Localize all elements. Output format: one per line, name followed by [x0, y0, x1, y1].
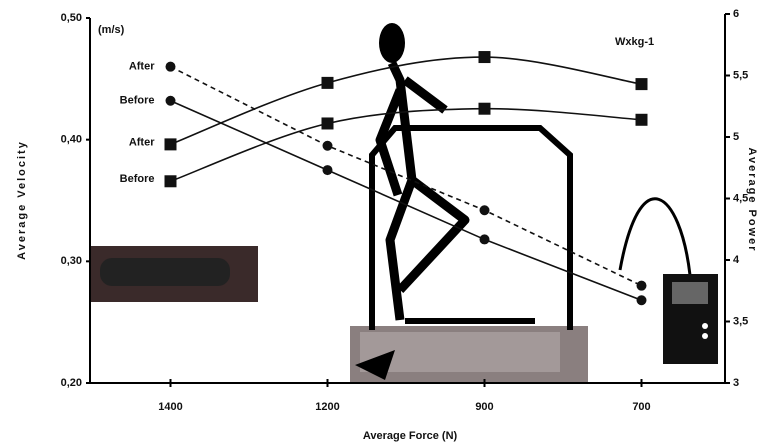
point — [321, 76, 334, 89]
runner-foot — [355, 350, 395, 380]
runner-body — [375, 61, 470, 321]
series-label: After — [129, 61, 155, 73]
point — [164, 138, 177, 151]
series-line — [170, 56, 642, 146]
x-tick-label: 700 — [632, 401, 650, 413]
illustration — [90, 23, 718, 382]
point — [635, 78, 648, 91]
treadmill-frame — [369, 125, 573, 330]
point — [322, 165, 333, 176]
point — [479, 205, 490, 216]
x-axis-title: Average Force (N) — [363, 430, 458, 442]
point — [479, 234, 490, 245]
y-tick-label: 0,30 — [61, 255, 82, 267]
device-button — [702, 333, 708, 339]
y-tick-label: 0,40 — [61, 134, 82, 146]
y2-tick-label: 4,5 — [733, 192, 748, 204]
y2-axis-title: Average Power — [746, 147, 758, 252]
photo-left-detail — [100, 258, 230, 286]
point — [321, 117, 334, 130]
point — [636, 295, 647, 306]
y2-tick-label: 3,5 — [733, 315, 748, 327]
device-button — [702, 323, 708, 329]
point — [165, 95, 176, 106]
series-label: Before — [120, 95, 155, 107]
point — [164, 175, 177, 188]
x-tick-label: 1400 — [158, 401, 182, 413]
x-tick-label: 900 — [475, 401, 493, 413]
y2-tick-label: 4 — [733, 254, 740, 266]
y-unit: (m/s) — [98, 24, 125, 36]
y2-tick-label: 6 — [733, 8, 739, 20]
series-label: Before — [120, 173, 155, 185]
y-axis-title: Average Velocity — [16, 140, 28, 260]
series-label: After — [129, 136, 155, 148]
series-line — [170, 65, 642, 287]
y-tick-label: 0,20 — [61, 377, 82, 389]
x-tick-label: 1200 — [315, 401, 339, 413]
point — [635, 113, 648, 126]
y2-tick-label: 5,5 — [733, 69, 748, 81]
series-line — [170, 107, 642, 183]
treadmill-belt — [405, 318, 535, 324]
point — [478, 51, 491, 64]
point — [165, 61, 176, 72]
point — [636, 280, 647, 291]
series-line — [170, 100, 642, 302]
y-tick-label: 0,50 — [61, 12, 82, 24]
y2-tick-label: 3 — [733, 377, 739, 389]
device-screen — [672, 282, 708, 304]
runner-head — [379, 23, 405, 63]
y2-unit: Wxkg-1 — [615, 36, 654, 48]
y2-tick-label: 5 — [733, 131, 739, 143]
point — [478, 102, 491, 115]
cable — [618, 197, 692, 276]
point — [322, 140, 333, 151]
